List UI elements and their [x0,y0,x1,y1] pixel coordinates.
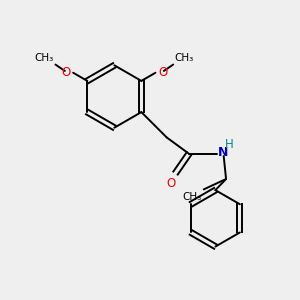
Text: H: H [225,138,234,151]
Text: CH₃: CH₃ [35,53,54,63]
Text: CH₃: CH₃ [182,192,201,202]
Text: N: N [218,146,228,159]
Text: O: O [158,66,167,79]
Text: CH₃: CH₃ [175,53,194,63]
Text: O: O [167,177,176,190]
Text: O: O [61,66,71,79]
